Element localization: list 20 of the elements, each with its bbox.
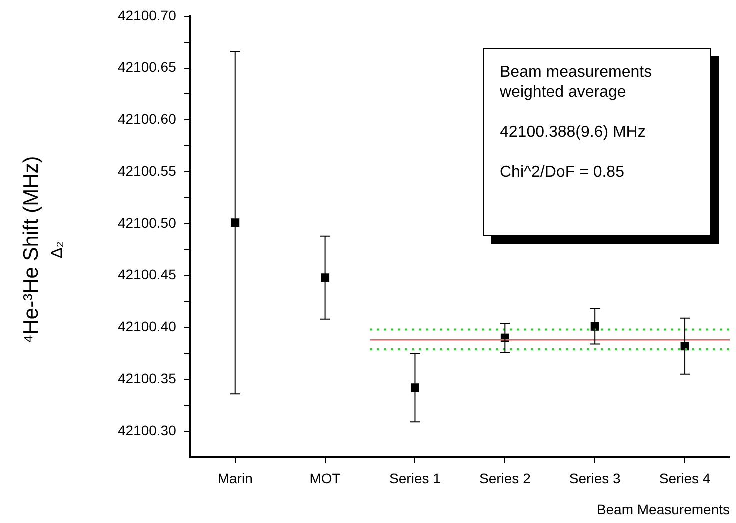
annotation: Chi^2/DoF = 0.85 — [500, 163, 626, 183]
y-tick-label: 42100.50 — [118, 214, 177, 231]
x-tick-label: MOT — [310, 470, 342, 487]
annotation: 42100.388(9.6) MHz — [500, 123, 647, 143]
y-tick-label: 42100.70 — [118, 7, 177, 24]
y-tick-label: 42100.45 — [118, 266, 177, 283]
y-tick-label: 42100.35 — [118, 370, 177, 386]
y-tick-label: 42100.40 — [118, 318, 177, 335]
x-tick-label: Series 1 — [390, 470, 442, 487]
y-tick-label: 42100.65 — [118, 59, 177, 76]
y-tick-label: 42100.60 — [118, 111, 177, 128]
y-axis-title: ⁴He-³He Shift (MHz) Δ₂ — [19, 156, 67, 344]
x-tick-label: Series 4 — [659, 470, 711, 487]
x-tick-label: Series 3 — [569, 470, 621, 487]
annotation: Beam measurements weighted average — [500, 63, 654, 103]
y-tick-label: 42100.55 — [118, 162, 177, 179]
x-tick-label: Series 2 — [479, 470, 532, 487]
x-axis-title: Beam Measurements — [596, 501, 730, 518]
y-tick-label: 42100.30 — [118, 422, 177, 438]
x-tick-label: Marin — [218, 470, 253, 487]
